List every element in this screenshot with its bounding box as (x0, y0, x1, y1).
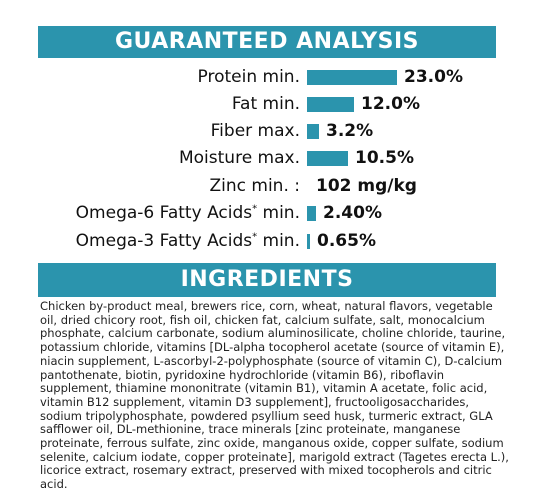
analysis-value: 102 mg/kg (316, 176, 417, 196)
analysis-label: Omega-6 Fatty Acids* min. (76, 200, 300, 226)
analysis-value: 2.40% (323, 203, 382, 223)
analysis-label: Fat min. (231, 94, 300, 114)
analysis-value: 23.0% (404, 67, 463, 87)
analysis-bar (307, 151, 348, 166)
omega-6-label-text: Omega-6 Fatty Acids (75, 203, 253, 223)
omega-3-label-text: Omega-3 Fatty Acids (75, 231, 253, 251)
ingredients-title: INGREDIENTS (180, 267, 354, 292)
analysis-row-omega-3: Omega-3 Fatty Acids* min. 0.65% (0, 228, 533, 254)
analysis-value: 12.0% (361, 94, 420, 114)
analysis-bar (307, 124, 319, 139)
analysis-label: Protein min. (197, 67, 300, 87)
footnote-asterisk: * (252, 231, 258, 243)
guaranteed-analysis-banner: GUARANTEED ANALYSIS (38, 26, 496, 58)
analysis-label: Omega-3 Fatty Acids* min. (76, 228, 300, 254)
analysis-row-fiber: Fiber max. 3.2% (0, 118, 533, 144)
analysis-row-zinc: Zinc min. : 102 mg/kg (0, 173, 533, 199)
ingredients-text: Chicken by-product meal, brewers rice, c… (40, 299, 509, 492)
analysis-row-fat: Fat min. 12.0% (0, 91, 533, 117)
analysis-bar (307, 97, 354, 112)
analysis-row-moisture: Moisture max. 10.5% (0, 145, 533, 171)
analysis-value: 10.5% (355, 148, 414, 168)
analysis-value: 0.65% (317, 231, 376, 251)
analysis-bar (307, 206, 316, 221)
analysis-value: 3.2% (326, 121, 374, 141)
omega-6-label-suffix: min. (257, 203, 300, 223)
analysis-row-protein: Protein min. 23.0% (0, 64, 533, 90)
footnote-asterisk: * (252, 203, 258, 215)
analysis-label: Zinc min. : (209, 176, 301, 196)
analysis-bar (307, 70, 397, 85)
analysis-label: Moisture max. (178, 148, 300, 168)
analysis-bar (307, 234, 310, 249)
ingredients-banner: INGREDIENTS (38, 263, 496, 297)
analysis-label: Fiber max. (210, 121, 300, 141)
omega-3-label-suffix: min. (257, 231, 300, 251)
analysis-row-omega-6: Omega-6 Fatty Acids* min. 2.40% (0, 200, 533, 226)
guaranteed-analysis-title: GUARANTEED ANALYSIS (115, 29, 419, 54)
